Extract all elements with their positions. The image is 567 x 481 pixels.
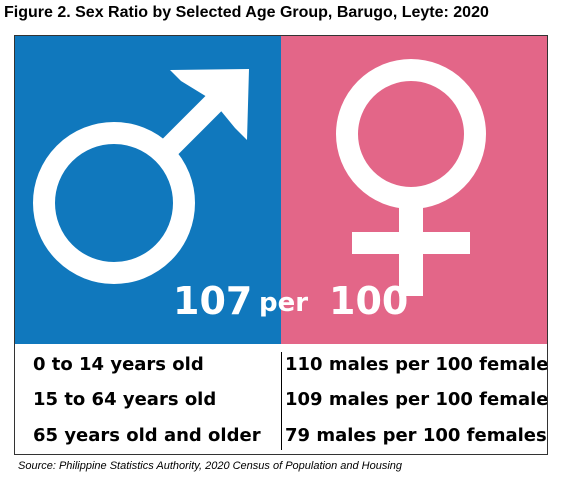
female-symbol-icon — [336, 59, 486, 296]
male-symbol-icon — [33, 69, 249, 284]
figure-title: Figure 2. Sex Ratio by Selected Age Grou… — [4, 4, 489, 21]
overall-males-value: 107 — [173, 279, 253, 323]
age-group-ratio: 79 males per 100 females — [285, 425, 547, 446]
male-panel — [15, 36, 281, 344]
source-note: Source: Philippine Statistics Authority,… — [18, 460, 403, 472]
overall-ratio-connector: per — [259, 288, 309, 318]
age-group-label: 0 to 14 years old — [33, 354, 204, 375]
infographic-frame: 107 per 100 0 to 14 years old 110 males … — [14, 35, 548, 455]
age-group-ratio: 110 males per 100 females — [285, 354, 548, 375]
age-group-label: 15 to 64 years old — [33, 389, 217, 410]
column-divider — [281, 352, 282, 450]
age-group-table: 0 to 14 years old 110 males per 100 fema… — [15, 344, 547, 454]
female-panel — [281, 36, 547, 344]
age-group-ratio: 109 males per 100 females — [285, 389, 548, 410]
age-group-label: 65 years old and older — [33, 425, 261, 446]
overall-females-value: 100 — [329, 279, 409, 323]
